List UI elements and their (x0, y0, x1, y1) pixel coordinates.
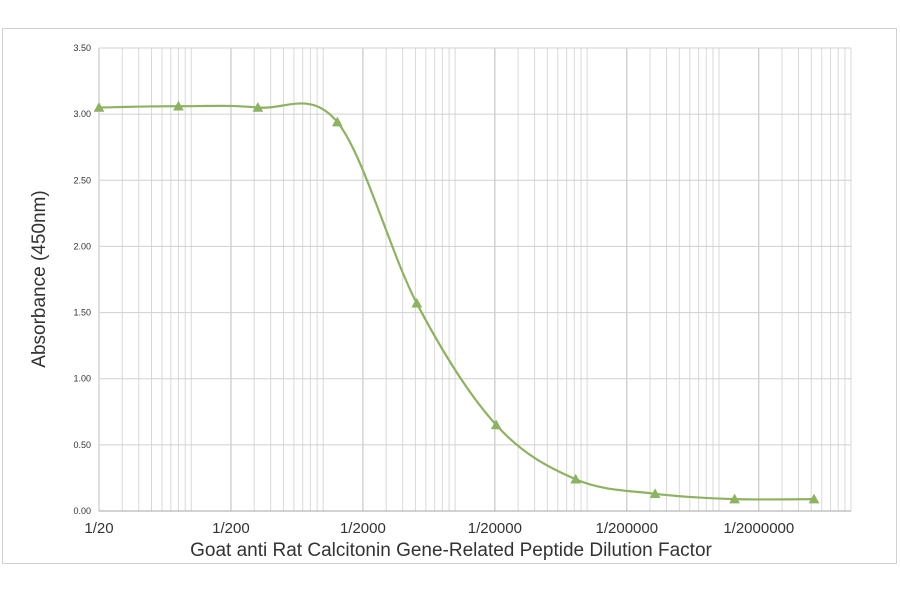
y-tick-label: 3.00 (73, 109, 91, 119)
y-tick-label: 2.50 (73, 175, 91, 185)
y-tick-label: 0.50 (73, 440, 91, 450)
series-line (98, 102, 814, 501)
x-tick-label: 1/200 (212, 520, 250, 537)
chart-frame: 0.00 0.50 1.00 1.50 2.00 2.50 3.00 3.50 1/20 1/20… (2, 28, 897, 564)
data-point-marker (93, 102, 105, 112)
line-chart: 0.00 0.50 1.00 1.50 2.00 2.50 3.00 3.50 1/20 1/20… (29, 43, 852, 561)
data-point-marker (808, 493, 820, 504)
y-tick-label: 0.00 (73, 506, 91, 516)
y-axis-title: Absorbance (450nm) (29, 190, 50, 367)
data-point-marker (490, 419, 502, 430)
x-tick-label: 1/2000 (340, 520, 386, 537)
y-tick-label: 1.00 (73, 374, 91, 384)
x-tick-label: 1/200000 (596, 520, 659, 537)
data-point-marker (570, 473, 582, 484)
y-tick-label: 2.00 (73, 241, 91, 251)
data-point-marker (331, 116, 343, 127)
tick-labels: 0.00 0.50 1.00 1.50 2.00 2.50 3.00 3.50 1/20 1/20… (73, 43, 794, 537)
x-tick-label: 1/20 (84, 520, 113, 537)
grid-lines (98, 47, 852, 512)
series-layer (93, 100, 820, 504)
x-axis-title: Goat anti Rat Calcitonin Gene-Related Pe… (190, 540, 712, 561)
x-tick-label: 1/20000 (468, 520, 522, 537)
y-tick-label: 3.50 (73, 43, 91, 53)
x-tick-label: 1/2000000 (723, 520, 794, 537)
data-point-marker (411, 297, 423, 308)
data-point-marker (173, 100, 184, 111)
y-tick-label: 1.50 (73, 308, 91, 318)
data-point-marker (252, 102, 264, 112)
data-point-marker (649, 488, 661, 499)
data-point-marker (729, 493, 740, 504)
